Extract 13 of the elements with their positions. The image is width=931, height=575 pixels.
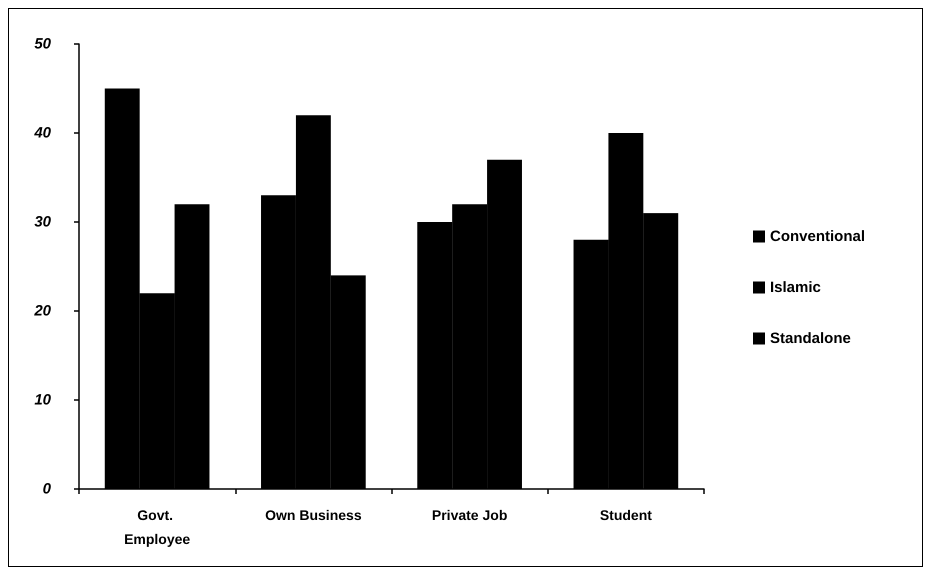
legend-label: Conventional [770,228,866,245]
y-tick-label: 30 [34,214,52,230]
y-tick-label: 0 [42,480,52,498]
x-tick-label: Own Business [265,507,362,523]
y-tick-label: 50 [34,36,52,52]
y-tick-label: 40 [33,124,52,142]
legend-label: Standalone [770,330,851,347]
y-tick-label: 10 [34,392,52,408]
x-tick-label: Student [600,507,652,523]
x-tick-label: Govt. Employee [124,507,190,547]
legend-label: Islamic [770,279,821,296]
y-tick-label: 20 [33,302,52,320]
x-tick-label: Private Job [432,507,508,523]
